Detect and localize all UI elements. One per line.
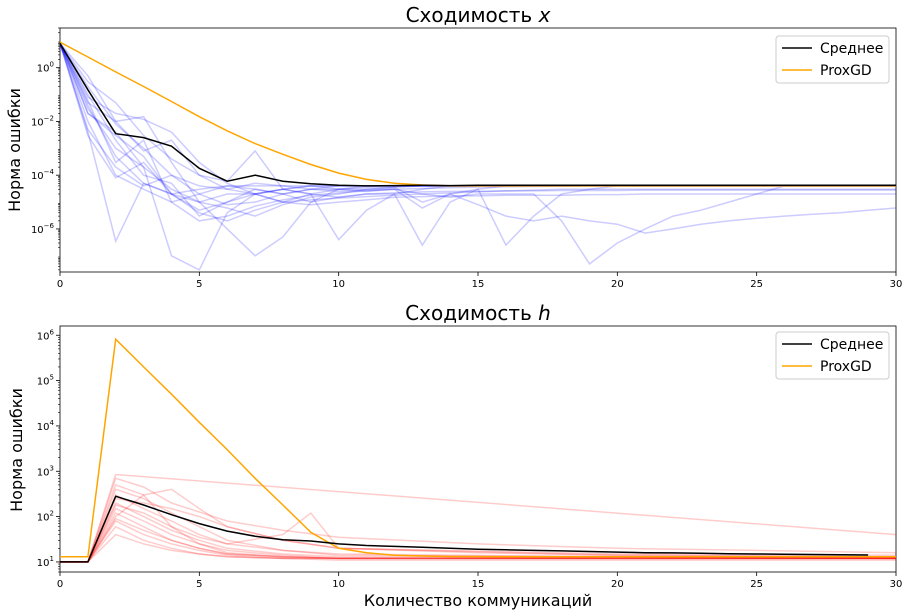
ytick-label-h: 105 — [37, 374, 54, 388]
xtick-label-h: 10 — [332, 579, 345, 590]
xtick-label-x: 10 — [332, 279, 345, 290]
xtick-label-h: 0 — [57, 579, 63, 590]
xtick-label-x: 30 — [890, 279, 903, 290]
xtick-label-h: 30 — [890, 579, 903, 590]
xtick-label-h: 15 — [472, 579, 485, 590]
legend-x-proxgd-label: ProxGD — [820, 63, 872, 79]
run-line-x-10 — [60, 42, 896, 199]
ytick-label-x: 10−4 — [31, 168, 55, 182]
chart-h-title: Сходимость h — [405, 301, 551, 325]
ytick-label-x: 10−2 — [31, 114, 54, 128]
run-line-x-4 — [60, 43, 896, 241]
chart-h-convergence: 0 5 10 15 20 25 30 101 102 103 104 105 106 Сходимос… — [7, 301, 902, 610]
ytick-label-h: 106 — [37, 328, 55, 342]
chart-x-title: Сходимость x — [406, 3, 551, 27]
run-line-h-13 — [60, 504, 896, 563]
xtick-label-h: 20 — [611, 579, 624, 590]
xtick-label-x: 20 — [611, 279, 624, 290]
run-line-h-2 — [60, 483, 896, 563]
xtick-label-x: 15 — [472, 279, 485, 290]
run-line-h-10 — [60, 533, 896, 563]
chart-x-ylabel: Норма ошибки — [5, 88, 24, 212]
run-line-h-14 — [60, 517, 896, 563]
xtick-label-h: 5 — [196, 579, 202, 590]
run-line-h-4 — [60, 501, 896, 563]
plot-area-x — [59, 27, 897, 273]
proxgd-line-h — [60, 337, 896, 558]
run-line-h-1 — [60, 477, 896, 563]
run-line-x-8 — [60, 43, 896, 234]
ytick-label-h: 104 — [37, 419, 55, 433]
run-line-x-12 — [60, 43, 896, 222]
run-line-x-7 — [60, 43, 896, 265]
chart-h-ylabel: Норма ошибки — [7, 388, 26, 512]
mean-line-x — [60, 43, 896, 187]
xtick-label-x: 0 — [57, 279, 63, 290]
run-line-h-8 — [60, 520, 896, 563]
run-line-h-9 — [60, 525, 896, 563]
run-line-h-6 — [60, 512, 896, 563]
ytick-label-h: 101 — [37, 555, 54, 569]
ytick-label-x: 100 — [37, 61, 54, 75]
legend-h-proxgd-label: ProxGD — [820, 359, 872, 375]
chart-x-convergence: 0 5 10 15 20 25 30 10−6 10−4 10−2 100 Сходимость … — [5, 3, 902, 290]
xtick-label-x: 5 — [196, 279, 202, 290]
ytick-label-x: 10−6 — [31, 222, 55, 236]
run-line-x-6 — [60, 42, 896, 247]
legend-x-mean-label: Среднее — [820, 41, 883, 57]
xtick-label-x: 25 — [750, 279, 763, 290]
legend-h: Среднее ProxGD — [775, 331, 890, 380]
run-line-x-9 — [60, 43, 896, 206]
run-line-h-5 — [60, 507, 896, 563]
ytick-label-h: 102 — [37, 510, 54, 524]
chart-h-xlabel: Количество коммуникаций — [364, 591, 593, 610]
run-line-x-3 — [60, 43, 896, 257]
legend-x: Среднее ProxGD — [775, 35, 890, 84]
ytick-label-h: 103 — [37, 464, 54, 478]
xtick-label-h: 25 — [750, 579, 763, 590]
run-line-x-5 — [60, 43, 896, 247]
run-line-h-7 — [60, 493, 896, 563]
legend-h-mean-label: Среднее — [820, 337, 883, 353]
proxgd-line-x — [60, 41, 896, 187]
mean-line-h — [60, 495, 869, 563]
